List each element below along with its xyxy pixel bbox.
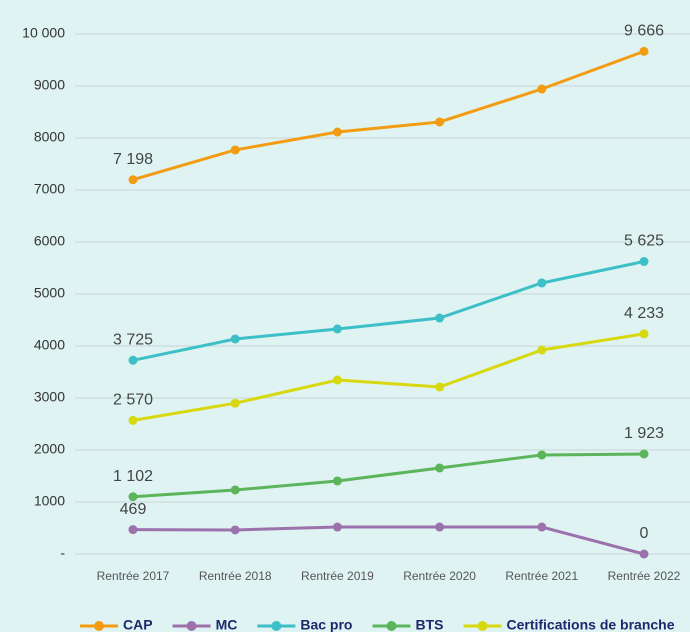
series-line [132,452,645,499]
y-tick-label: 10 000 [22,25,65,41]
x-tick-label: Rentrée 2022 [608,569,681,583]
series-line [132,49,645,182]
data-point [639,329,649,339]
legend-dot [386,621,397,631]
x-tick-label: Rentrée 2018 [199,569,272,583]
legend-label: BTS [415,617,443,632]
data-point [332,324,342,334]
data-point [639,549,649,559]
data-point [128,492,138,502]
y-tick-label: 3000 [34,389,65,405]
legend-label: CAP [123,617,153,632]
data-label: 0 [640,525,649,542]
y-tick-label: 8000 [34,129,65,145]
y-tick-label: 6000 [34,233,65,249]
data-point [537,345,547,355]
data-point [230,485,240,495]
data-label: 5 625 [624,233,664,250]
data-label: 1 102 [113,468,153,485]
legend-dot [186,621,197,631]
y-tick-label: 9000 [34,77,65,93]
legend-label: Bac pro [300,617,352,632]
x-tick-label: Rentrée 2019 [301,569,374,583]
data-point [332,375,342,385]
series-line [132,332,645,422]
series-line [132,525,645,556]
data-point [435,117,445,127]
data-label: 469 [120,501,147,518]
legend-dot [477,621,488,631]
data-point [128,175,138,185]
data-point [332,476,342,486]
data-point [639,257,649,266]
legend-dot [94,621,104,631]
data-point [128,525,138,535]
data-point [230,398,240,408]
data-point [230,334,240,344]
data-point [537,522,547,532]
data-point [230,145,240,155]
data-point [435,382,445,392]
legend-label: MC [216,617,238,632]
y-tick-label: 2000 [34,441,65,457]
data-point [435,313,445,323]
data-point [332,127,342,137]
data-label: 4 233 [624,305,664,322]
y-tick-label: 5000 [34,285,65,301]
data-point [537,84,547,94]
legend-dot [271,621,282,631]
data-point [435,463,445,473]
data-point [537,450,547,460]
data-label: 3 725 [113,332,153,349]
data-point [639,46,649,56]
x-tick-label: Rentrée 2020 [403,569,476,583]
data-label: 2 570 [113,392,153,409]
series-line [132,260,645,362]
data-point [537,278,547,288]
x-tick-label: Rentrée 2017 [97,569,170,583]
legend-label: Certifications de branche [506,617,674,632]
data-label: 1 923 [624,425,664,442]
y-tick-label: 4000 [34,337,65,353]
data-point [230,525,240,535]
data-point [128,355,138,365]
y-tick-label: - [60,545,65,561]
data-label: 9 666 [624,23,664,40]
y-tick-label: 7000 [34,181,65,197]
x-tick-label: Rentrée 2021 [505,569,578,583]
data-point [435,522,445,532]
data-point [332,522,342,532]
data-point [639,449,649,459]
data-point [128,415,138,425]
data-label: 7 198 [113,151,153,168]
y-tick-label: 1000 [34,493,65,509]
